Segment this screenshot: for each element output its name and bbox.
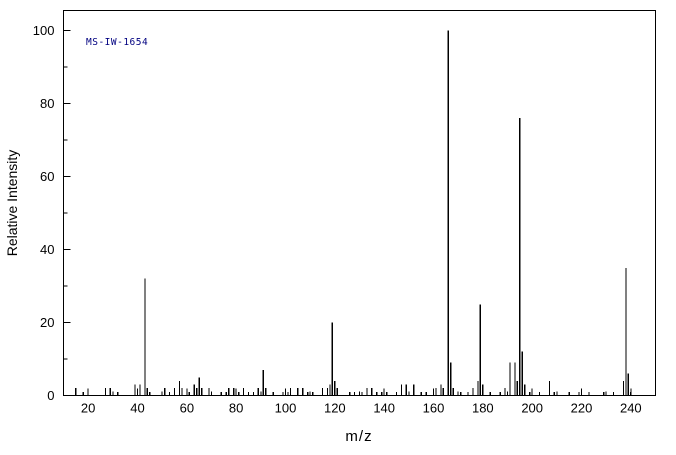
x-tick-label: 160 xyxy=(423,401,445,416)
y-axis-tick-labels: 0 20 40 60 80 100 xyxy=(33,23,55,403)
x-tick-label: 220 xyxy=(571,401,593,416)
y-tick-label: 100 xyxy=(33,23,55,38)
x-tick-label: 200 xyxy=(521,401,543,416)
plot-border xyxy=(63,10,656,396)
spectrum-peaks xyxy=(75,30,632,396)
y-axis-title: Relative Intensity xyxy=(4,150,20,257)
x-tick-label: 100 xyxy=(275,401,297,416)
x-axis-tick-labels: 20 40 60 80 100 120 140 160 180 200 220 240 xyxy=(81,401,642,416)
y-tick-label: 60 xyxy=(40,169,54,184)
x-axis-title: m/z xyxy=(345,428,372,445)
spectrum-id-label: MS-IW-1654 xyxy=(86,37,148,48)
y-tick-label: 40 xyxy=(40,242,54,257)
x-tick-label: 240 xyxy=(620,401,642,416)
x-tick-label: 60 xyxy=(180,401,194,416)
x-tick-label: 180 xyxy=(472,401,494,416)
y-axis-ticks xyxy=(63,30,71,396)
x-tick-label: 20 xyxy=(81,401,95,416)
y-tick-label: 80 xyxy=(40,96,54,111)
x-tick-label: 80 xyxy=(229,401,243,416)
x-tick-label: 140 xyxy=(373,401,395,416)
y-tick-label: 0 xyxy=(47,388,54,403)
x-tick-label: 40 xyxy=(130,401,144,416)
x-axis-ticks xyxy=(63,388,656,396)
x-tick-label: 120 xyxy=(324,401,346,416)
y-tick-label: 20 xyxy=(40,315,54,330)
